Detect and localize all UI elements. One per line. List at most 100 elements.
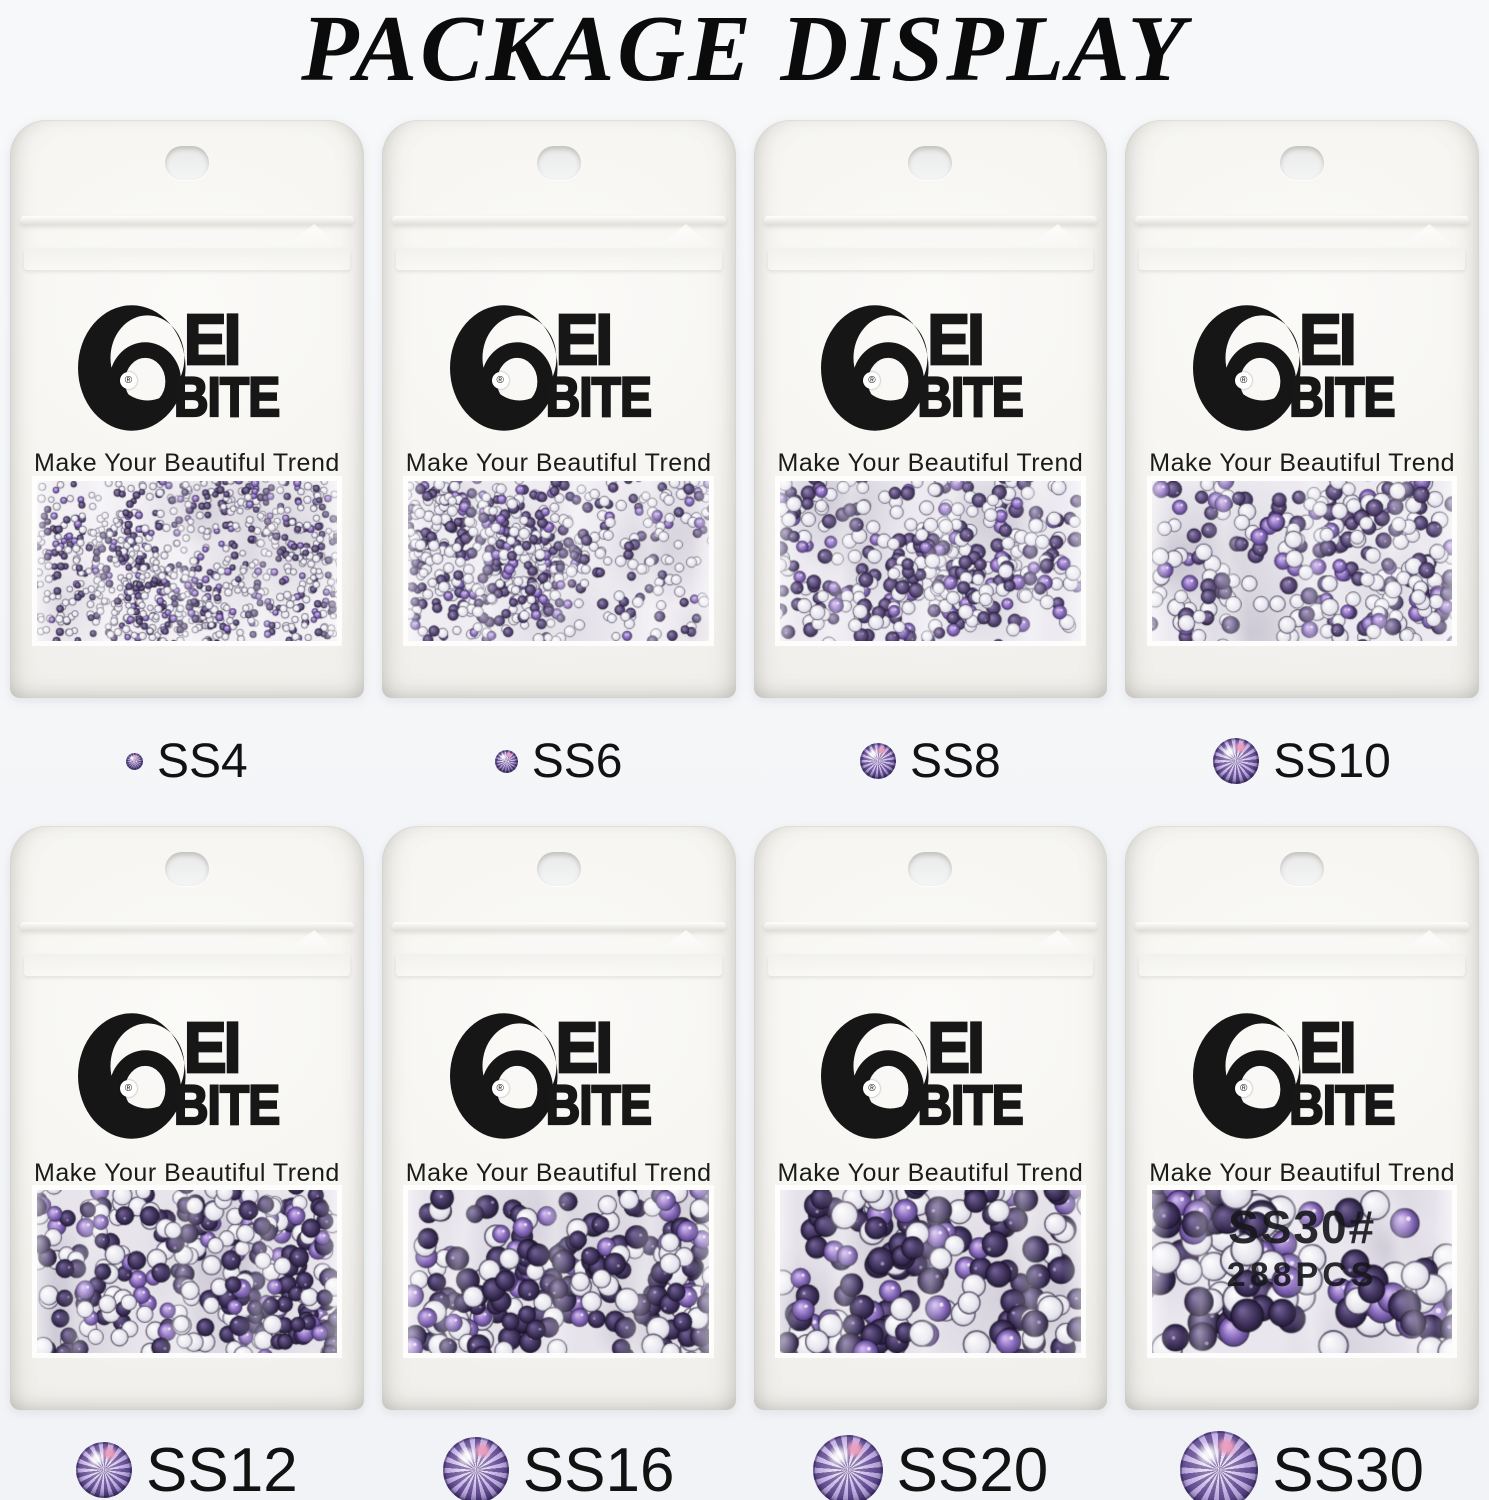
brand-logo: ® EI BITE xyxy=(1193,1006,1411,1144)
zip-seal-line xyxy=(763,216,1098,224)
package-cell: ® EI BITE Make Your Beautiful Trend SS6 xyxy=(381,120,736,804)
zip-seal-line xyxy=(763,922,1098,930)
package-cell: ® EI BITE Make Your Beautiful Trend SS12 xyxy=(10,826,364,1500)
gem-icon xyxy=(1213,738,1260,784)
size-label: SS8 xyxy=(910,734,1001,788)
brand-logo: ® EI BITE xyxy=(1193,298,1411,436)
zip-seal-band xyxy=(1139,248,1465,270)
rhinestone-package-bag: ® EI BITE Make Your Beautiful Trend SS30… xyxy=(1125,826,1479,1410)
brand-wordmark-top: EI xyxy=(554,298,614,381)
hang-hole xyxy=(164,146,209,180)
package-window xyxy=(408,480,709,642)
size-label: SS6 xyxy=(531,734,623,788)
brand-tagline: Make Your Beautiful Trend xyxy=(777,449,1084,478)
brand-wordmark-bottom: BITE xyxy=(173,1074,281,1138)
page-title: PACKAGE DISPLAY xyxy=(301,0,1188,101)
plastic-glare xyxy=(1401,930,1453,952)
zip-seal-band xyxy=(1139,954,1465,976)
hang-hole xyxy=(536,146,581,180)
brand-wordmark-top: EI xyxy=(926,298,986,381)
brand-wordmark-bottom: BITE xyxy=(545,366,653,430)
hang-hole xyxy=(536,852,581,886)
size-label: SS12 xyxy=(146,1435,298,1500)
brand-o-swirl-icon xyxy=(821,1013,929,1139)
package-cell: ® EI BITE Make Your Beautiful Trend SS4 xyxy=(10,120,364,804)
zip-seal-band xyxy=(24,248,350,270)
brand-tagline: Make Your Beautiful Trend xyxy=(777,1158,1084,1187)
plastic-glare xyxy=(1029,224,1082,246)
size-label: SS4 xyxy=(157,734,248,788)
rhinestones-photo xyxy=(780,1190,1081,1353)
brand-tagline: Make Your Beautiful Trend xyxy=(1149,449,1455,478)
hang-hole xyxy=(908,146,953,180)
package-row-1: ® EI BITE Make Your Beautiful Trend SS4 xyxy=(0,120,1489,804)
rhinestones-photo xyxy=(1151,1190,1453,1353)
package-window xyxy=(780,480,1081,642)
brand-wordmark-bottom: BITE xyxy=(545,1074,653,1138)
gem-icon xyxy=(494,749,518,773)
size-label-row: SS20 xyxy=(812,1424,1049,1500)
rhinestone-package-bag: ® EI BITE Make Your Beautiful Trend xyxy=(381,826,736,1410)
brand-logo: ® EI BITE xyxy=(821,298,1039,436)
brand-tagline: Make Your Beautiful Trend xyxy=(1149,1158,1455,1187)
plastic-glare xyxy=(285,930,338,952)
brand-wordmark-bottom: BITE xyxy=(916,366,1024,430)
hang-hole xyxy=(908,852,953,886)
brand-tagline: Make Your Beautiful Trend xyxy=(34,1158,340,1187)
zip-seal-line xyxy=(1135,922,1469,930)
package-cell: ® EI BITE Make Your Beautiful Trend SS8 xyxy=(753,120,1108,804)
zip-seal-line xyxy=(20,216,354,224)
gem-icon xyxy=(812,1435,883,1500)
zip-seal-band xyxy=(767,248,1094,270)
rhinestone-package-bag: ® EI BITE Make Your Beautiful Trend xyxy=(753,826,1108,1410)
package-window xyxy=(780,1190,1081,1353)
plastic-glare xyxy=(1401,224,1453,246)
brand-wordmark-top: EI xyxy=(1298,298,1358,381)
package-cell: ® EI BITE Make Your Beautiful Trend SS30… xyxy=(1125,826,1479,1500)
package-cell: ® EI BITE Make Your Beautiful Trend SS20 xyxy=(753,826,1108,1500)
brand-wordmark-top: EI xyxy=(926,1006,986,1089)
size-label-row: SS30 xyxy=(1180,1424,1424,1500)
brand-tagline: Make Your Beautiful Trend xyxy=(34,449,340,478)
zip-seal-band xyxy=(24,954,350,976)
rhinestone-package-bag: ® EI BITE Make Your Beautiful Trend xyxy=(753,120,1108,698)
package-window xyxy=(36,480,338,642)
package-window: SS30# 288PCS xyxy=(1151,1190,1453,1353)
zip-seal-line xyxy=(391,216,726,224)
zip-seal-band xyxy=(395,954,722,976)
zip-seal-line xyxy=(1135,216,1469,224)
gem-icon xyxy=(126,752,143,770)
size-label: SS30 xyxy=(1272,1435,1424,1500)
zip-seal-band xyxy=(395,248,722,270)
gem-icon xyxy=(76,1442,133,1498)
brand-wordmark-bottom: BITE xyxy=(173,366,281,430)
size-label-row: SS10 xyxy=(1213,718,1391,804)
registered-trademark: ® xyxy=(119,372,137,390)
size-label-row: SS4 xyxy=(126,718,248,804)
rhinestones-photo xyxy=(408,1190,709,1353)
rhinestones-photo xyxy=(36,1190,338,1353)
package-window xyxy=(1151,480,1453,642)
registered-trademark: ® xyxy=(119,1079,137,1097)
brand-wordmark-top: EI xyxy=(1298,1006,1358,1089)
brand-o-swirl-icon xyxy=(77,305,186,431)
registered-trademark: ® xyxy=(863,1079,881,1097)
brand-logo: ® EI BITE xyxy=(449,298,668,436)
hang-hole xyxy=(1280,852,1325,886)
brand-tagline: Make Your Beautiful Trend xyxy=(405,1158,712,1187)
brand-o-swirl-icon xyxy=(449,1013,558,1139)
size-label-row: SS12 xyxy=(76,1424,298,1500)
brand-o-swirl-icon xyxy=(821,305,929,431)
registered-trademark: ® xyxy=(1235,372,1253,390)
brand-logo: ® EI BITE xyxy=(77,298,296,436)
brand-o-swirl-icon xyxy=(1193,305,1301,431)
brand-o-swirl-icon xyxy=(77,1013,186,1139)
size-label: SS20 xyxy=(896,1435,1049,1500)
hang-hole xyxy=(164,852,209,886)
brand-logo: ® EI BITE xyxy=(77,1006,296,1144)
brand-o-swirl-icon xyxy=(449,305,558,431)
zip-seal-line xyxy=(391,922,726,930)
package-row-2: ® EI BITE Make Your Beautiful Trend SS12 xyxy=(0,826,1489,1500)
gem-icon xyxy=(860,743,896,779)
